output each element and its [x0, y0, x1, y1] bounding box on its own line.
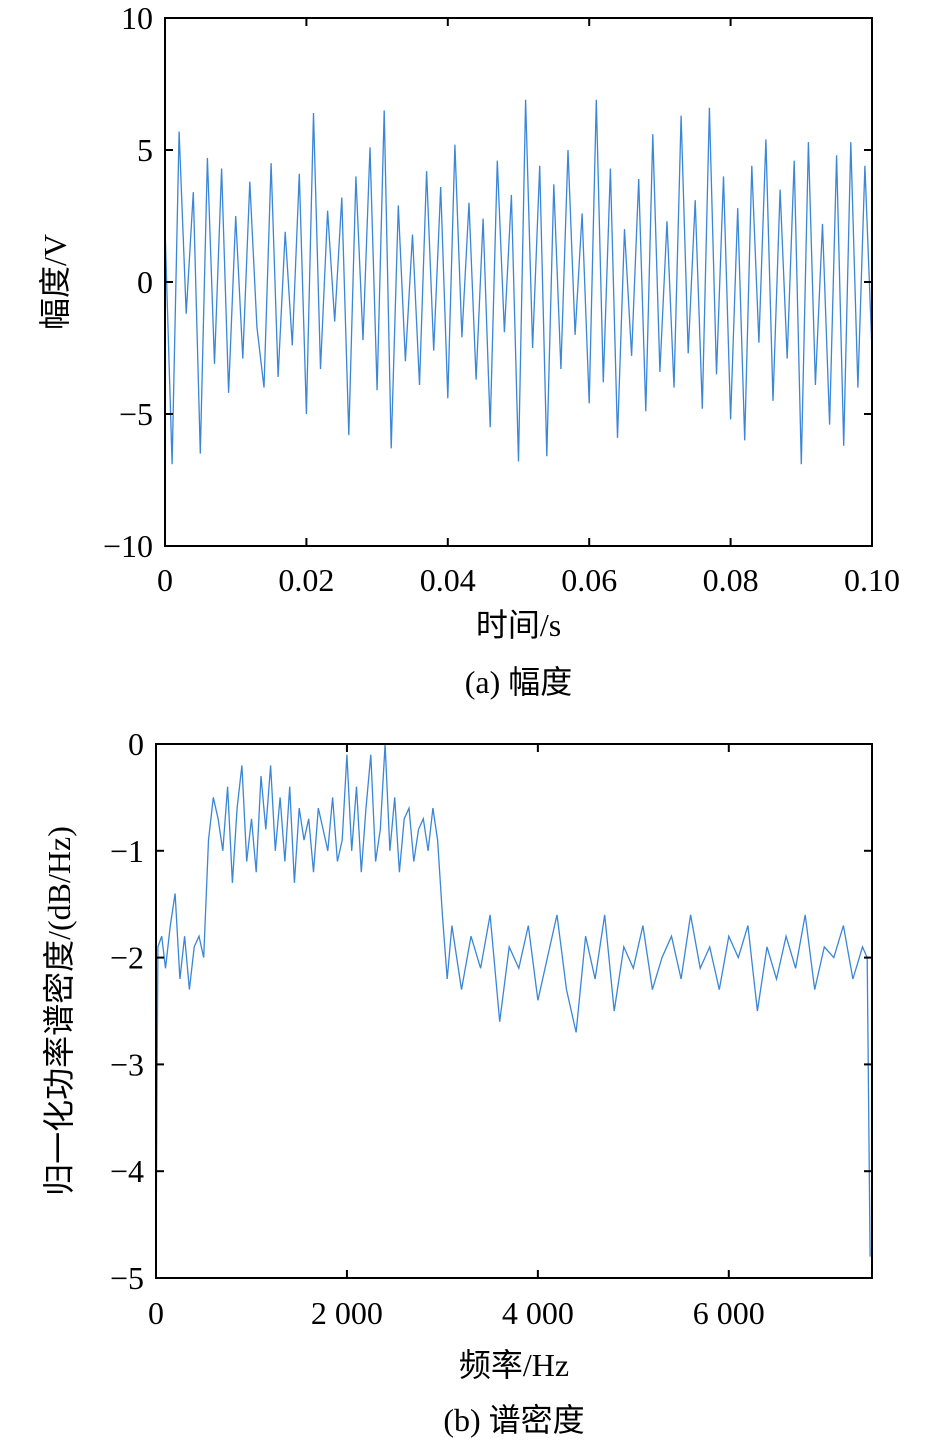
x-tick-label: 2 000: [311, 1295, 383, 1331]
x-tick-label: 0.06: [561, 562, 617, 598]
x-tick-label: 0.10: [844, 562, 900, 598]
y-tick-label: −1: [110, 833, 144, 869]
subplot-caption: (b) 谱密度: [443, 1402, 584, 1438]
x-tick-label: 0.02: [278, 562, 334, 598]
amplitude-plot: 0 0.02 0.04 0.06 0.08 0.10 10 5 0 −5 −10 时间/s 幅度/V (a…: [37, 0, 900, 700]
y-tick-label: −4: [110, 1153, 144, 1189]
x-axis-label: 频率/Hz: [459, 1347, 569, 1383]
y-tick-label: −10: [103, 528, 153, 564]
y-axis-label: 幅度/V: [37, 234, 73, 330]
x-tick-label: 6 000: [693, 1295, 765, 1331]
subplot-caption: (a) 幅度: [465, 664, 573, 700]
y-tick-label: 5: [137, 132, 153, 168]
series-line-0: [164, 99, 873, 465]
series-line-0: [155, 743, 871, 1257]
y-tick-label: −5: [119, 396, 153, 432]
y-tick-label: 0: [128, 726, 144, 762]
plot-frame: [155, 743, 873, 1279]
spectral-density-plot: 0 2 000 4 000 6 000 0 −1 −2 −3 −4 −5 频率/Hz 归一化功率谱密度…: [41, 726, 873, 1438]
y-tick-label: −5: [110, 1260, 144, 1296]
y-tick-label: −2: [110, 940, 144, 976]
plot-frame: [164, 17, 873, 547]
x-tick-label: 0.08: [703, 562, 759, 598]
x-tick-label: 0: [148, 1295, 164, 1331]
x-tick-label: 0.04: [420, 562, 476, 598]
y-tick-label: 10: [121, 0, 153, 36]
x-tick-label: 0: [157, 562, 173, 598]
x-tick-label: 4 000: [502, 1295, 574, 1331]
x-axis-label: 时间/s: [476, 607, 561, 643]
y-axis-label: 归一化功率谱密度/(dB/Hz): [41, 826, 77, 1196]
y-tick-label: −3: [110, 1046, 144, 1082]
y-tick-label: 0: [137, 264, 153, 300]
